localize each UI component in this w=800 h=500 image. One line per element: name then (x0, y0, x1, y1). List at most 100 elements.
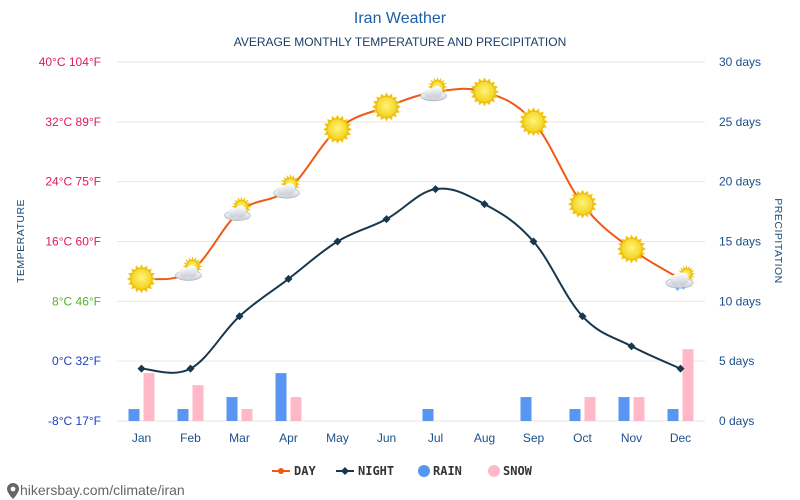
day-temperature-line (141, 87, 682, 281)
chart-title: Iran Weather (354, 10, 447, 27)
month-label: Dec (670, 431, 691, 445)
snow-cloud-icon (665, 264, 696, 291)
sun-disc (571, 193, 594, 216)
right-tick-label: 30 days (719, 55, 761, 69)
sun-disc (473, 81, 496, 103)
snow-bar (584, 397, 596, 421)
month-label: Aug (474, 431, 495, 445)
source-url[interactable]: hikersbay.com/climate/iran (20, 482, 185, 498)
partly-cloudy-icon (224, 196, 252, 221)
location-pin-icon (7, 483, 19, 499)
sun-disc (375, 95, 398, 118)
snow-bar (682, 349, 694, 421)
sun-icon (372, 92, 401, 122)
legend-item-rain: RAIN (418, 464, 462, 478)
left-tick-label: 32°C 89°F (45, 115, 101, 129)
sun-disc (522, 110, 545, 133)
cloud-puff (430, 85, 443, 98)
right-tick-label: 15 days (719, 235, 761, 249)
sun-icon (617, 234, 646, 264)
sun-icon (323, 114, 352, 144)
month-label: Jan (132, 431, 151, 445)
month-label: Nov (621, 431, 642, 445)
right-axis-label: PRECIPITATION (772, 198, 784, 283)
sun-icon (519, 107, 548, 137)
partly-cloudy-icon (420, 76, 448, 102)
gridlines (117, 61, 705, 422)
night-point (333, 237, 342, 246)
snow-bar (143, 373, 155, 421)
right-tick-label: 0 days (719, 414, 754, 428)
right-tick-label: 5 days (719, 354, 754, 368)
left-tick-label: -8°C 17°F (48, 414, 101, 428)
left-axis-label: TEMPERATURE (15, 199, 27, 283)
partly-cloudy-icon (175, 256, 203, 281)
sun-disc (130, 267, 153, 290)
chart-legend: DAY NIGHT RAIN SNOW (272, 464, 533, 478)
legend-label: RAIN (433, 464, 462, 478)
right-axis-ticks: 30 days 25 days 20 days 15 days 10 days 5 day… (719, 55, 761, 428)
legend-dot-swatch (488, 465, 500, 477)
night-point (431, 185, 440, 194)
precipitation-bars (128, 349, 694, 421)
day-weather-icons (127, 76, 696, 294)
month-labels: Jan Feb Mar Apr May Jun Jul Aug Sep Oct Nov Dec (132, 431, 691, 445)
night-temperature-line (141, 187, 681, 374)
legend-item-night: NIGHT (336, 464, 394, 478)
night-point (627, 342, 636, 351)
sun-disc (326, 118, 349, 141)
sun-disc (620, 238, 643, 260)
rain-bar (177, 409, 189, 421)
legend-label: DAY (294, 464, 316, 478)
left-tick-label: 24°C 75°F (45, 175, 101, 189)
partly-cloudy-icon (273, 174, 301, 199)
night-point (137, 364, 146, 373)
cloud-puff (676, 272, 689, 286)
night-point (578, 312, 587, 321)
month-label: May (326, 431, 349, 445)
month-label: Jun (377, 431, 396, 445)
source-credit[interactable]: hikersbay.com/climate/iran (7, 482, 185, 499)
month-label: Sep (523, 431, 545, 445)
right-tick-label: 25 days (719, 115, 761, 129)
right-tick-label: 10 days (719, 294, 761, 308)
legend-marker (341, 467, 349, 475)
snowflake (682, 286, 685, 290)
legend-dot-swatch (418, 465, 430, 477)
legend-marker (278, 468, 284, 474)
rain-bar (569, 409, 581, 421)
sun-icon (127, 264, 156, 294)
night-point (676, 364, 685, 373)
month-label: Oct (573, 431, 592, 445)
rain-bar (226, 397, 238, 421)
night-point (235, 312, 244, 321)
snow-bar (241, 409, 253, 421)
snow-bar (192, 385, 204, 421)
month-label: Mar (229, 431, 250, 445)
cloud-puff (234, 205, 247, 218)
chart-subtitle: AVERAGE MONTHLY TEMPERATURE AND PRECIPIT… (234, 35, 567, 49)
rain-bar (667, 409, 679, 421)
month-label: Jul (428, 431, 443, 445)
legend-label: SNOW (503, 464, 533, 478)
left-axis-ticks: 40°C 104°F 32°C 89°F 24°C 75°F 16°C 60°F 8°C… (39, 55, 101, 428)
right-tick-label: 20 days (719, 175, 761, 189)
cloud-puff (283, 183, 296, 196)
snowflake (675, 287, 680, 291)
legend-item-day: DAY (272, 464, 316, 478)
night-point (186, 364, 195, 373)
snow-bar (290, 397, 302, 421)
sun-icon (470, 77, 499, 107)
left-tick-label: 40°C 104°F (39, 55, 101, 69)
temperature-lines (137, 87, 685, 374)
rain-bar (275, 373, 287, 421)
rain-bar (128, 409, 140, 421)
night-point (382, 215, 391, 224)
rain-bar (520, 397, 532, 421)
legend-item-snow: SNOW (488, 464, 533, 478)
left-tick-label: 16°C 60°F (45, 235, 101, 249)
snow-bar (633, 397, 645, 421)
left-tick-label: 0°C 32°F (52, 354, 101, 368)
rain-bar (422, 409, 434, 421)
